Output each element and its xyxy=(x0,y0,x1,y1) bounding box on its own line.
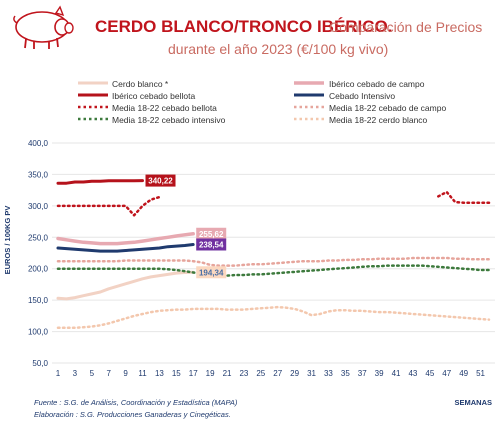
x-tick-label: 31 xyxy=(307,369,316,378)
legend-label: Cerdo blanco * xyxy=(112,79,169,89)
x-tick-label: 29 xyxy=(290,369,299,378)
chart-subtitle-2: durante el año 2023 (€/100 kg vivo) xyxy=(168,41,388,57)
y-tick-label: 200,0 xyxy=(28,265,49,274)
x-tick-label: 37 xyxy=(358,369,367,378)
pig-icon xyxy=(13,5,74,49)
legend-label: Ibérico cebado de campo xyxy=(329,79,425,89)
series-lines xyxy=(56,179,491,330)
x-tick-label: 35 xyxy=(341,369,350,378)
x-tick-label: 39 xyxy=(375,369,384,378)
x-tick-label: 27 xyxy=(273,369,282,378)
legend-item-cerdo-blanco: Cerdo blanco * xyxy=(78,79,169,89)
x-tick-label: 21 xyxy=(223,369,232,378)
x-tick-label: 47 xyxy=(442,369,451,378)
series-line-2 xyxy=(56,179,144,185)
series-line-6 xyxy=(56,264,491,277)
gridlines xyxy=(52,142,495,364)
x-tick-label: 19 xyxy=(206,369,215,378)
x-tick-label: 5 xyxy=(90,369,95,378)
data-label: 238,54 xyxy=(199,240,224,249)
x-tick-label: 23 xyxy=(239,369,248,378)
y-tick-label: 150,0 xyxy=(28,296,49,305)
legend-item-media-bellota: Media 18-22 cebado bellota xyxy=(78,103,217,113)
data-label-box xyxy=(196,266,227,279)
y-tick-label: 350,0 xyxy=(28,170,49,179)
y-axis-title: EUROS / 100KG PV xyxy=(3,206,12,275)
x-axis: 1 3 5 7 9 11 13 15 17 19 21 23 25 27 29 31 33 35 37 39 41 43 4… xyxy=(56,369,486,378)
series-line-7 xyxy=(56,305,491,330)
x-tick-label: 7 xyxy=(106,369,111,378)
chart-subtitle-1: Comparación de Precios xyxy=(329,19,482,35)
y-axis: 50,0 100,0 150,0 200,0 250,0 300,0 350,0 400,0 xyxy=(28,139,49,368)
y-tick-label: 400,0 xyxy=(28,139,49,148)
x-tick-label: 1 xyxy=(56,369,61,378)
x-tick-label: 45 xyxy=(425,369,434,378)
x-tick-label: 17 xyxy=(189,369,198,378)
legend-label: Media 18-22 cebado intensivo xyxy=(112,115,226,125)
data-label: 340,22 xyxy=(148,177,173,186)
legend-item-media-cerdo-blanco: Media 18-22 cerdo blanco xyxy=(294,115,428,125)
data-label-box xyxy=(145,174,176,187)
series-line-4 xyxy=(56,195,161,217)
data-label: 255,62 xyxy=(199,230,224,239)
chart-title: CERDO BLANCO/TRONCO IBÉRICO. xyxy=(95,17,393,36)
legend: Cerdo blanco * Ibérico cebado de campo I… xyxy=(78,79,446,125)
series-line-4 xyxy=(437,190,491,204)
y-tick-label: 100,0 xyxy=(28,328,49,337)
data-label-box xyxy=(196,227,227,240)
source-line-2: Elaboración : S.G. Producciones Ganadera… xyxy=(34,410,231,419)
x-tick-label: 51 xyxy=(476,369,485,378)
x-tick-label: 43 xyxy=(408,369,417,378)
x-tick-label: 3 xyxy=(73,369,78,378)
y-tick-label: 50,0 xyxy=(32,359,48,368)
data-label-box xyxy=(196,238,227,251)
x-tick-label: 9 xyxy=(123,369,128,378)
x-tick-label: 41 xyxy=(392,369,401,378)
source-line-1: Fuente : S.G. de Análisis, Coordinación … xyxy=(34,398,238,407)
series-line-1 xyxy=(56,232,195,246)
legend-label: Ibérico cebado bellota xyxy=(112,91,195,101)
legend-item-media-intensivo: Media 18-22 cebado intensivo xyxy=(78,115,226,125)
legend-label: Media 18-22 cebado de campo xyxy=(329,103,446,113)
legend-label: Cebado Intensivo xyxy=(329,91,395,101)
series-line-3 xyxy=(56,243,195,253)
x-tick-label: 15 xyxy=(172,369,181,378)
x-tick-label: 33 xyxy=(324,369,333,378)
x-tick-label: 49 xyxy=(459,369,468,378)
series-line-5 xyxy=(56,256,491,267)
legend-item-iberico-campo: Ibérico cebado de campo xyxy=(294,79,425,89)
x-tick-label: 25 xyxy=(256,369,265,378)
y-tick-label: 250,0 xyxy=(28,233,49,242)
legend-item-cebado-intensivo: Cebado Intensivo xyxy=(294,91,395,101)
legend-item-iberico-bellota: Ibérico cebado bellota xyxy=(78,91,195,101)
x-tick-label: 13 xyxy=(155,369,164,378)
series-line-0 xyxy=(56,270,195,301)
legend-item-media-campo: Media 18-22 cebado de campo xyxy=(294,103,446,113)
legend-label: Media 18-22 cebado bellota xyxy=(112,103,217,113)
x-axis-title: SEMANAS xyxy=(454,398,492,407)
y-tick-label: 300,0 xyxy=(28,202,49,211)
data-label: 194,34 xyxy=(199,268,224,277)
x-tick-label: 11 xyxy=(138,369,147,378)
legend-label: Media 18-22 cerdo blanco xyxy=(329,115,428,125)
